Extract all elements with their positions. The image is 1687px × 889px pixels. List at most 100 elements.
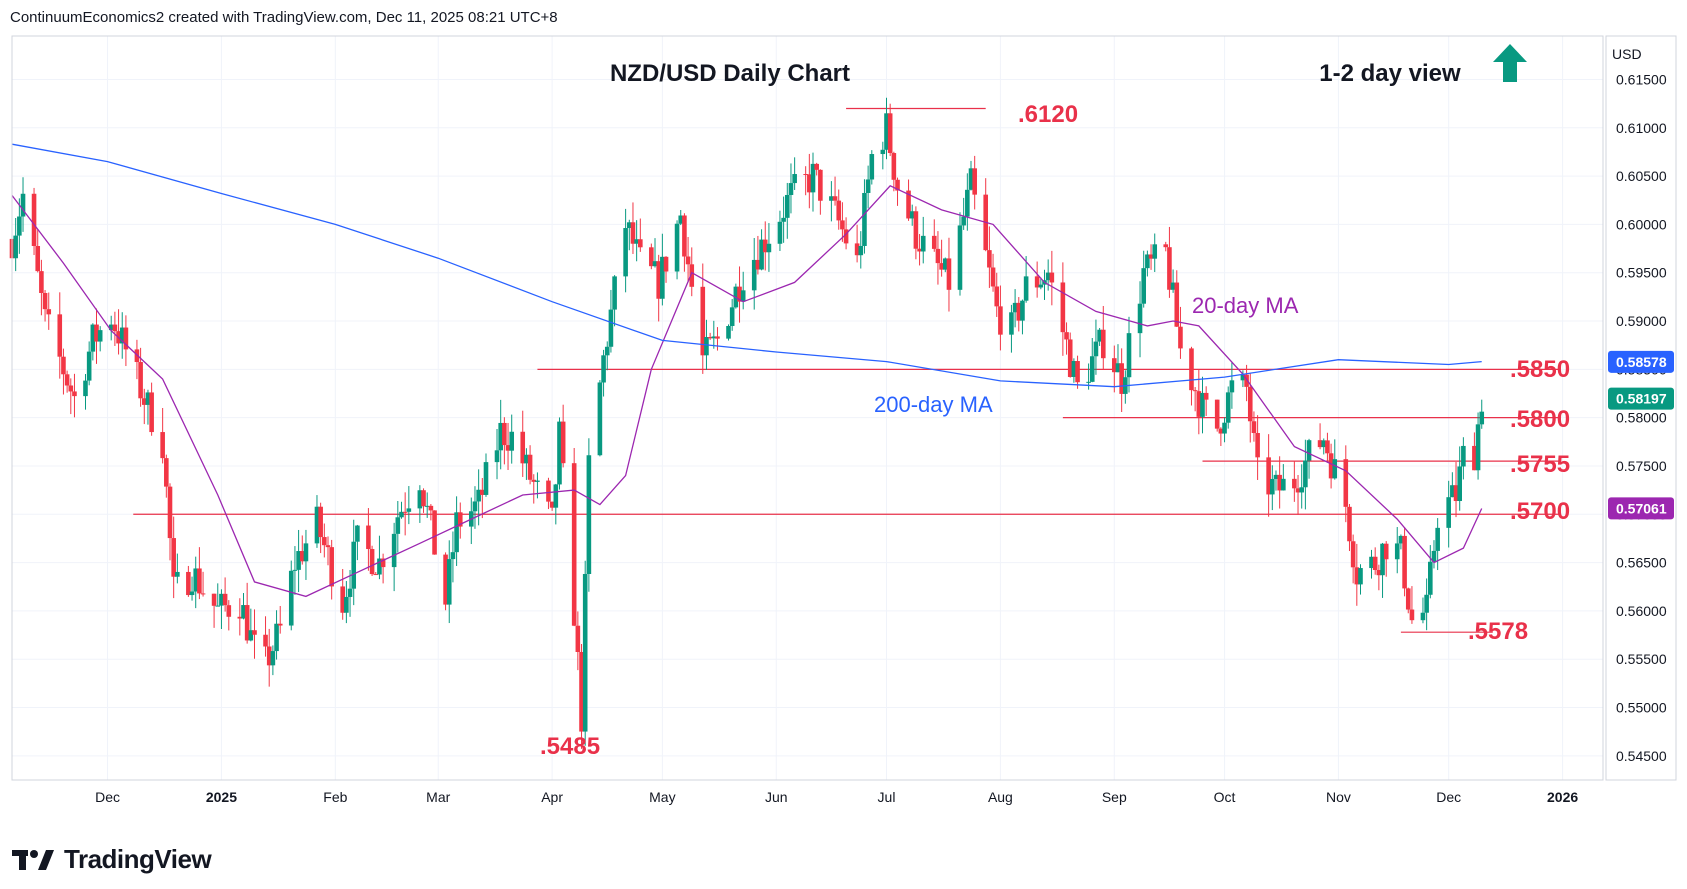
candle-body — [597, 382, 603, 456]
candle-body — [909, 211, 915, 219]
candle — [1343, 445, 1349, 523]
candle-body — [1450, 485, 1455, 498]
candle — [1240, 370, 1246, 388]
candle — [524, 448, 529, 480]
candle-body — [244, 605, 250, 641]
candle — [788, 163, 794, 214]
candle-body — [443, 554, 448, 605]
candle-body — [476, 489, 481, 502]
candle — [1097, 327, 1102, 346]
candle — [865, 165, 871, 209]
candle-body — [303, 543, 309, 562]
candle-body — [972, 168, 977, 195]
y-tick-label: 0.57500 — [1616, 458, 1667, 474]
candle — [303, 529, 309, 580]
candle-body — [604, 346, 610, 356]
candle — [123, 315, 129, 367]
candle — [674, 220, 680, 280]
candle — [1446, 480, 1451, 548]
candle — [630, 202, 636, 254]
candle — [1200, 376, 1205, 434]
candle-body — [1350, 541, 1356, 568]
candle — [1167, 226, 1172, 298]
candle-body — [913, 211, 919, 249]
candle — [329, 539, 334, 600]
candle-body — [1247, 386, 1253, 422]
candle — [1428, 545, 1433, 599]
candle-body — [656, 261, 661, 299]
candle-body — [1222, 422, 1227, 434]
candle — [380, 553, 386, 584]
candle — [1075, 355, 1080, 389]
candle — [810, 152, 816, 212]
candle — [1273, 470, 1279, 491]
candle-body — [803, 174, 808, 176]
x-tick-label: Jul — [878, 789, 896, 805]
candle — [1450, 472, 1455, 498]
candle — [402, 492, 408, 536]
candle — [531, 474, 537, 504]
candle-body — [1045, 272, 1051, 281]
candle-body — [737, 286, 742, 302]
candle — [1112, 345, 1117, 393]
candle — [395, 501, 401, 553]
candle — [818, 169, 823, 215]
candle-body — [1163, 244, 1169, 248]
candle-body — [347, 588, 353, 597]
candle-body — [86, 351, 92, 381]
candle — [483, 453, 489, 497]
candle — [660, 233, 665, 306]
candle — [167, 483, 173, 561]
y-tick-label: 0.61500 — [1616, 71, 1667, 87]
candle — [777, 210, 783, 251]
candle — [858, 231, 864, 269]
candle-body — [380, 558, 386, 568]
candle — [72, 373, 77, 418]
candle-body — [707, 337, 713, 339]
candle-body — [1229, 380, 1235, 393]
candle — [443, 552, 448, 611]
candle-body — [351, 541, 357, 589]
price-axis-frame — [1605, 35, 1677, 781]
candle — [57, 292, 63, 379]
candle — [1405, 587, 1411, 614]
candle — [1115, 344, 1121, 373]
candle-body — [1266, 457, 1271, 495]
candle — [1218, 427, 1224, 447]
candle — [1137, 281, 1143, 358]
candle — [1016, 297, 1022, 332]
candle-body — [762, 239, 768, 253]
candle-body — [608, 309, 614, 347]
candle — [685, 236, 691, 282]
candle — [1380, 542, 1385, 598]
candle — [13, 217, 18, 272]
candle — [946, 237, 952, 312]
candle-body — [402, 511, 408, 513]
candle — [1409, 586, 1415, 624]
candle-body — [1089, 356, 1095, 382]
candle — [1012, 289, 1018, 328]
candle — [424, 492, 430, 518]
candle — [108, 315, 114, 341]
candle-body — [1281, 478, 1286, 491]
candle-body — [483, 462, 489, 495]
candle-body — [421, 490, 426, 507]
candle-body — [862, 192, 867, 246]
candle — [663, 256, 669, 283]
candle — [1461, 437, 1466, 480]
candle-body — [535, 480, 540, 482]
y-tick-label: 0.58000 — [1616, 410, 1667, 426]
ma-200-line — [11, 143, 1482, 388]
candle-body — [399, 511, 404, 518]
candle-body — [1446, 497, 1451, 528]
candle — [1038, 277, 1044, 290]
candle — [649, 243, 654, 270]
candle-body — [215, 605, 221, 607]
candle — [832, 176, 838, 206]
candle — [612, 275, 617, 327]
candle — [707, 332, 713, 340]
price-tag: 0.58197 — [1608, 387, 1674, 410]
candle — [1376, 564, 1382, 591]
price-tag: 0.57061 — [1608, 497, 1674, 520]
